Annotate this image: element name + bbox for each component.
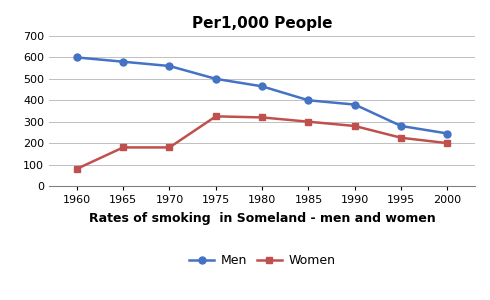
Title: Per1,000 People: Per1,000 People [192, 16, 332, 31]
Women [74, 167, 80, 171]
Men [213, 77, 219, 81]
Men [444, 132, 450, 135]
Men [74, 56, 80, 59]
Legend: Men, Women: Men, Women [184, 249, 340, 272]
Men [352, 103, 358, 106]
Women [398, 136, 404, 140]
Women [120, 146, 126, 149]
Women [259, 116, 265, 119]
Men [167, 64, 172, 68]
Line: Men: Men [74, 54, 451, 137]
X-axis label: Rates of smoking  in Someland - men and women: Rates of smoking in Someland - men and w… [89, 212, 436, 225]
Women [352, 124, 358, 128]
Women [167, 146, 172, 149]
Men [259, 85, 265, 88]
Women [306, 120, 312, 124]
Women [213, 115, 219, 118]
Men [306, 98, 312, 102]
Men [120, 60, 126, 64]
Line: Women: Women [74, 113, 451, 172]
Men [398, 124, 404, 128]
Women [444, 141, 450, 145]
